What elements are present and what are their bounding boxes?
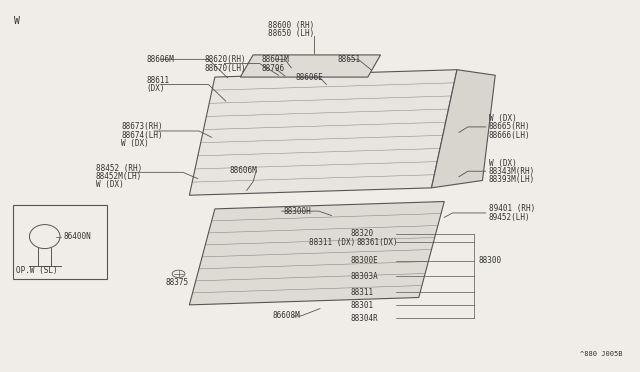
Text: 88311 (DX): 88311 (DX) — [308, 238, 355, 247]
Text: 88343M(RH): 88343M(RH) — [489, 167, 535, 176]
Text: (DX): (DX) — [147, 84, 165, 93]
Text: 88301: 88301 — [351, 301, 374, 310]
Text: 88303A: 88303A — [351, 272, 378, 281]
Text: 88361(DX): 88361(DX) — [357, 238, 399, 247]
Text: 86608M: 86608M — [272, 311, 300, 320]
Text: W (DX): W (DX) — [96, 180, 124, 189]
Text: 88611: 88611 — [147, 76, 170, 85]
Text: 89401 (RH): 89401 (RH) — [489, 204, 535, 214]
Text: 88606M: 88606M — [147, 55, 175, 64]
Text: 86400N: 86400N — [64, 232, 92, 241]
Polygon shape — [431, 70, 495, 188]
Text: 88651: 88651 — [338, 55, 361, 64]
Text: OP.W (SL): OP.W (SL) — [16, 266, 58, 275]
Text: 88300: 88300 — [478, 256, 501, 265]
Text: 88796: 88796 — [261, 64, 285, 73]
Text: ^880 J005B: ^880 J005B — [580, 350, 623, 357]
Text: 88452 (RH): 88452 (RH) — [96, 164, 142, 173]
Text: 89452(LH): 89452(LH) — [489, 212, 531, 221]
Text: 88620(RH): 88620(RH) — [204, 55, 246, 64]
Text: 88304R: 88304R — [351, 314, 378, 323]
Text: 88601M: 88601M — [261, 55, 289, 64]
Text: W (DX): W (DX) — [121, 139, 149, 148]
Text: W (DX): W (DX) — [489, 114, 516, 123]
Text: 88375: 88375 — [166, 278, 189, 287]
Text: 88300H: 88300H — [283, 206, 311, 216]
Text: 88393M(LH): 88393M(LH) — [489, 175, 535, 184]
Polygon shape — [189, 202, 444, 305]
Text: 88320: 88320 — [351, 230, 374, 238]
Text: 88665(RH): 88665(RH) — [489, 122, 531, 131]
Text: 88606M: 88606M — [230, 166, 257, 175]
Text: 88452M(LH): 88452M(LH) — [96, 172, 142, 181]
Text: 88670(LH): 88670(LH) — [204, 64, 246, 73]
Text: 88311: 88311 — [351, 288, 374, 297]
Text: 88300E: 88300E — [351, 256, 378, 265]
Text: 88600 (RH): 88600 (RH) — [268, 21, 314, 30]
Text: W: W — [14, 16, 20, 26]
Text: 88674(LH): 88674(LH) — [121, 131, 163, 140]
Text: 88673(RH): 88673(RH) — [121, 122, 163, 131]
Text: W (DX): W (DX) — [489, 158, 516, 168]
Bar — [13, 205, 107, 279]
Polygon shape — [189, 70, 457, 195]
Text: 88606E: 88606E — [296, 73, 324, 82]
Text: 88666(LH): 88666(LH) — [489, 131, 531, 140]
Polygon shape — [241, 55, 381, 77]
Text: 88650 (LH): 88650 (LH) — [268, 29, 314, 38]
